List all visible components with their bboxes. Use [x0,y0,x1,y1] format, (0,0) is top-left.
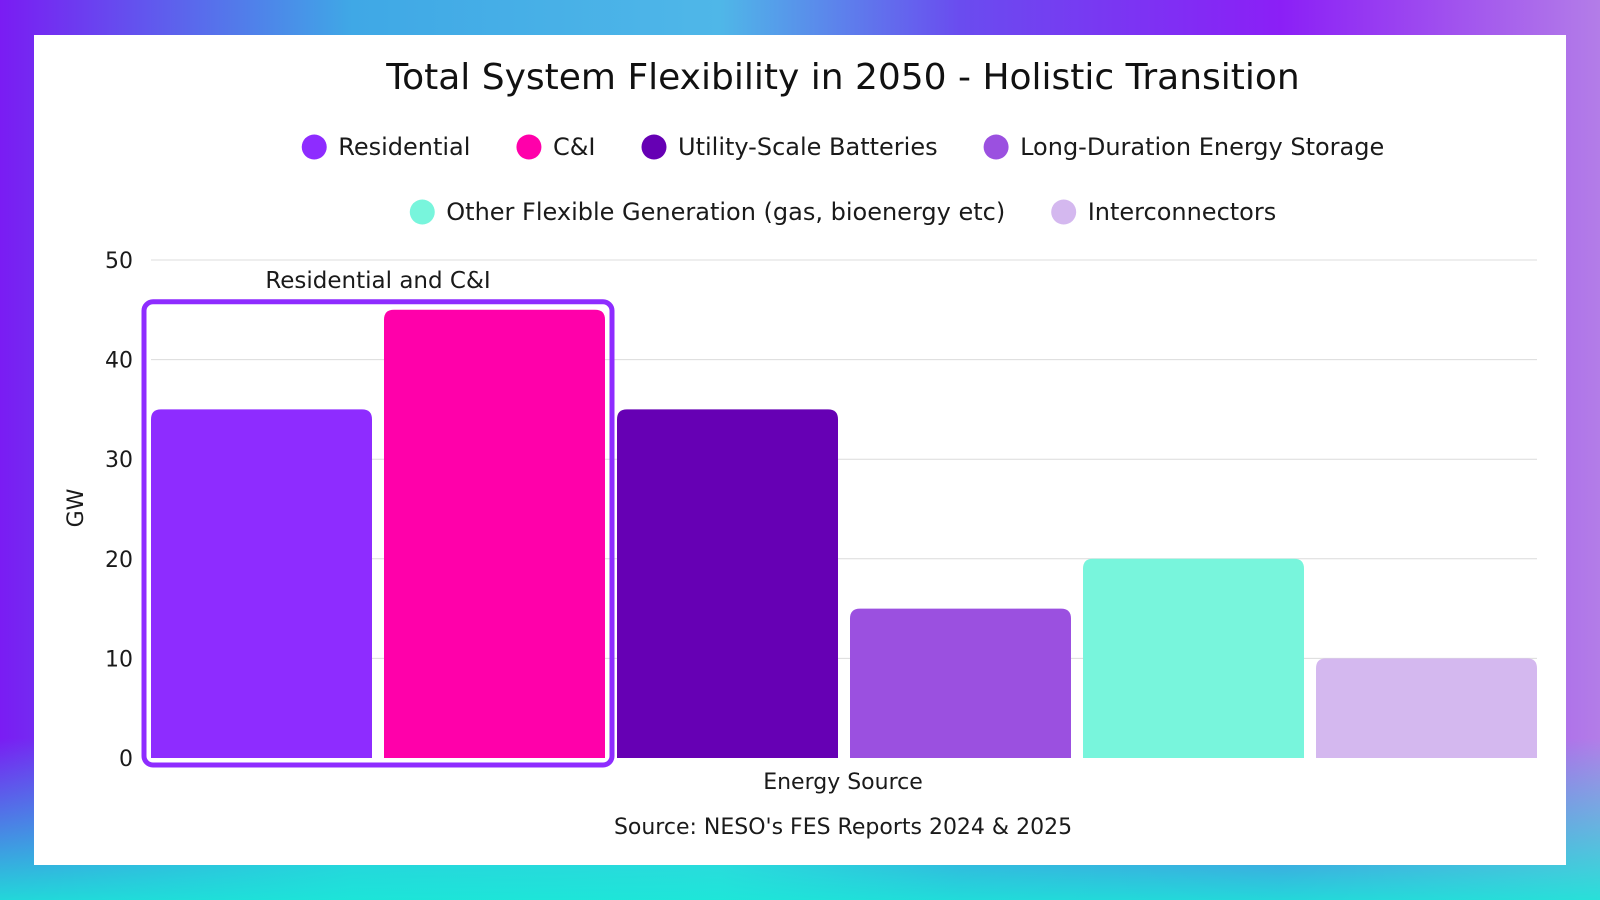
legend-item-other-flexible-generation-gas-bioenergy-etc: Other Flexible Generation (gas, bioenerg… [409,198,1005,226]
bar-other-flexible-generation-gas-bioenergy-etc [1083,558,1304,758]
y-tick-label: 40 [105,349,133,374]
legend-swatch [516,134,542,160]
legend-label: Utility-Scale Batteries [678,133,938,161]
y-axis-label: GW [64,488,89,527]
chart-title: Total System Flexibility in 2050 - Holis… [385,57,1300,98]
bar-utility-scale-batteries [617,409,838,758]
legend-swatch [1051,199,1077,225]
source-note: Source: NESO's FES Reports 2024 & 2025 [614,815,1072,840]
gridlines [151,259,1537,659]
group-annotation-label: Residential and C&I [265,268,490,294]
y-axis-ticks: 0 10 20 30 40 50 [105,249,133,772]
legend-label: Other Flexible Generation (gas, bioenerg… [446,198,1005,226]
bar-interconnectors [1316,658,1537,758]
legend-swatch [641,134,667,160]
legend-item-interconnectors: Interconnectors [1051,198,1276,226]
legend-label: Interconnectors [1088,198,1277,226]
y-tick-label: 30 [105,448,133,473]
group-annotation: Residential and C&I [141,268,615,768]
y-tick-label: 50 [105,249,133,274]
legend-label: C&I [553,133,596,161]
y-tick-label: 0 [119,747,133,772]
y-tick-label: 20 [105,548,133,573]
legend: Residential C&I Utility-Scale Batteries Lon… [301,133,1384,226]
bar-candi [384,309,605,758]
x-axis-label: Energy Source [763,770,923,795]
legend-item-candi: C&I [516,133,596,161]
y-tick-label: 10 [105,647,133,672]
legend-item-utility-scale-batteries: Utility-Scale Batteries [641,133,938,161]
legend-item-long-duration-energy-storage: Long-Duration Energy Storage [983,133,1384,161]
bar-long-duration-energy-storage [850,608,1071,758]
bar-residential [151,409,372,758]
legend-label: Residential [338,133,470,161]
legend-swatch [983,134,1009,160]
legend-swatch [409,199,435,225]
group-outline-box [141,299,615,768]
bars [151,309,1537,758]
legend-swatch [301,134,327,160]
legend-item-residential: Residential [301,133,470,161]
legend-label: Long-Duration Energy Storage [1020,133,1384,161]
